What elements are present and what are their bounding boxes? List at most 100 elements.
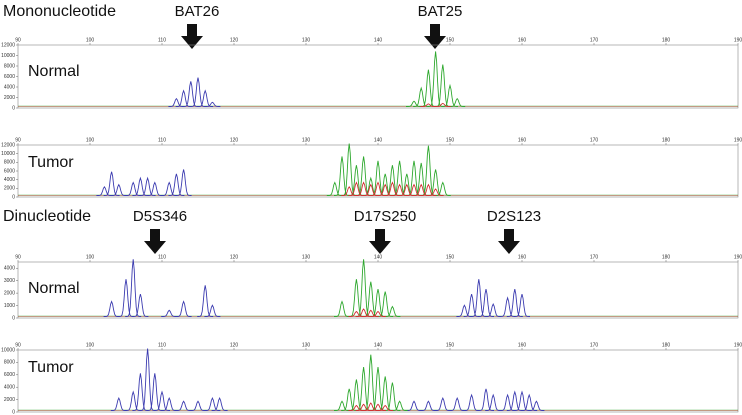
x-tick-label: 110 [158, 342, 166, 348]
peak [477, 388, 495, 411]
x-tick-label: 180 [662, 137, 671, 143]
peak [521, 393, 538, 411]
peak [398, 183, 415, 196]
peak [434, 181, 451, 196]
y-tick-label: 10000 [1, 347, 15, 353]
peak [499, 393, 516, 411]
peak [506, 390, 523, 411]
section-title: Dinucleotide [3, 208, 91, 225]
peak [377, 183, 394, 196]
x-tick-label: 160 [518, 137, 527, 143]
peak [506, 289, 523, 317]
peak [333, 400, 351, 411]
peak [175, 169, 192, 196]
x-tick-label: 190 [734, 137, 742, 143]
x-tick-label: 140 [374, 137, 383, 143]
peak [377, 291, 394, 317]
peak [463, 393, 480, 411]
y-tick-label: 10000 [1, 53, 15, 59]
y-tick-label: 6000 [4, 372, 15, 378]
x-tick-label: 150 [446, 37, 455, 43]
x-tick-label: 100 [86, 137, 95, 143]
y-tick-label: 4000 [4, 177, 15, 183]
peak [161, 181, 178, 196]
x-tick-label: 90 [15, 37, 21, 43]
marker-label: BAT25 [418, 3, 463, 20]
y-tick-label: 3000 [4, 278, 15, 284]
peak [175, 300, 192, 317]
y-tick-label: 0 [12, 194, 15, 200]
peak [125, 181, 142, 196]
peak [384, 181, 401, 196]
peak [405, 400, 423, 411]
peak [370, 310, 386, 317]
peak [413, 86, 430, 107]
peak [427, 51, 444, 107]
peak [96, 185, 113, 196]
peak [341, 185, 358, 196]
y-tick-label: 12000 [1, 42, 15, 48]
peak [341, 388, 358, 411]
x-tick-label: 160 [518, 254, 527, 260]
peak [391, 400, 408, 411]
peak [384, 382, 401, 411]
peak [211, 396, 228, 411]
y-tick-label: 1000 [4, 303, 15, 309]
y-tick-label: 2000 [4, 290, 15, 296]
peak [333, 300, 351, 317]
x-tick-label: 190 [734, 37, 742, 43]
x-tick-label: 120 [230, 254, 239, 260]
y-tick-label: 8000 [4, 63, 15, 69]
peak [362, 183, 379, 196]
peak [117, 279, 135, 317]
peak [513, 293, 531, 317]
x-tick-label: 170 [590, 254, 599, 260]
marker-label: BAT26 [175, 3, 220, 20]
peak [406, 100, 422, 107]
plot-frame [17, 44, 739, 109]
y-tick-label: 2000 [4, 95, 15, 101]
sample-label: Normal [28, 280, 80, 297]
peak [333, 156, 351, 196]
peak [420, 183, 437, 196]
x-tick-label: 130 [302, 342, 311, 348]
x-tick-label: 120 [230, 37, 239, 43]
peak [355, 259, 372, 317]
peak [103, 300, 120, 317]
peak [168, 97, 185, 107]
y-tick-label: 8000 [4, 360, 15, 366]
x-tick-label: 140 [374, 37, 383, 43]
peak [434, 102, 451, 107]
peak [125, 259, 142, 317]
peak [161, 309, 178, 317]
peak [139, 348, 156, 411]
peak [355, 181, 372, 196]
x-tick-label: 160 [518, 342, 527, 348]
peak [369, 181, 387, 196]
y-tick-label: 2000 [4, 186, 15, 192]
peak [146, 373, 163, 411]
x-tick-label: 110 [158, 254, 166, 260]
peak [175, 89, 192, 107]
peak [197, 89, 214, 107]
peak [161, 396, 178, 411]
peak [485, 393, 502, 411]
x-tick-label: 150 [446, 137, 455, 143]
peak [513, 390, 531, 411]
x-tick-label: 170 [590, 37, 599, 43]
sample-label: Normal [28, 63, 80, 80]
x-tick-label: 100 [86, 254, 95, 260]
y-tick-label: 6000 [4, 74, 15, 80]
peak [370, 403, 386, 411]
peak [485, 302, 502, 317]
peak [189, 400, 207, 411]
sample-label: Tumor [28, 154, 74, 171]
y-tick-label: 12000 [1, 142, 15, 148]
sample-label: Tumor [28, 359, 74, 376]
y-tick-label: 0 [12, 409, 15, 415]
peak [146, 181, 163, 196]
marker-arrow [181, 24, 203, 49]
peak [132, 176, 149, 196]
peak [110, 183, 127, 196]
peak [348, 181, 365, 196]
